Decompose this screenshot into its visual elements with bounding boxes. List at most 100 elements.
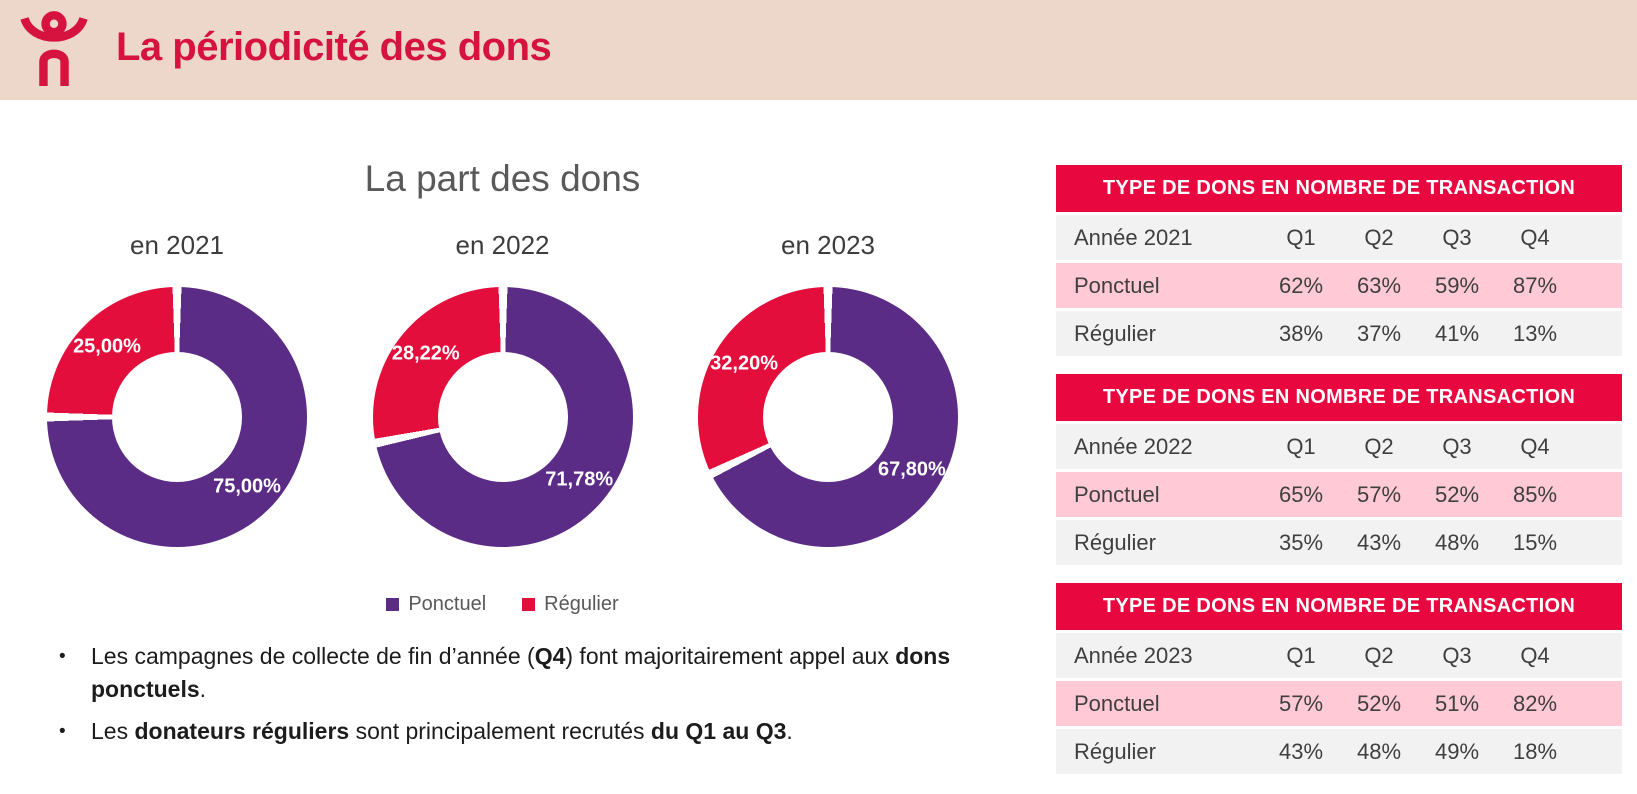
- table-cell: 48%: [1434, 529, 1480, 555]
- table-cell: Q2: [1364, 642, 1394, 668]
- table-cell: Q4: [1520, 433, 1550, 459]
- table-cell: 57%: [1356, 481, 1402, 507]
- table-cell: Q2: [1364, 433, 1394, 459]
- transactions-table: TYPE DE DONS EN NOMBRE DE TRANSACTION Ann…: [1056, 583, 1622, 774]
- person-raised-arms-icon: [20, 9, 88, 92]
- table-header: TYPE DE DONS EN NOMBRE DE TRANSACTION: [1056, 583, 1622, 630]
- bullet-text: Les campagnes de collecte de fin d’année…: [91, 643, 951, 702]
- table-cell: 63%: [1356, 272, 1402, 298]
- table-cell: 43%: [1278, 738, 1324, 764]
- table-row: Ponctuel 57% 52% 51% 82%: [1056, 681, 1622, 726]
- table-cell: 82%: [1512, 690, 1558, 716]
- bullet-marker: •: [59, 721, 66, 742]
- bullet-item: • Les donateurs réguliers sont principale…: [59, 715, 964, 748]
- table-cell: 62%: [1278, 272, 1324, 298]
- table-cell: 43%: [1356, 529, 1402, 555]
- donut-chart-title: en 2023: [781, 230, 875, 260]
- table-cell: Q3: [1442, 433, 1472, 459]
- legend-swatch-icon: [386, 598, 400, 611]
- transactions-table: TYPE DE DONS EN NOMBRE DE TRANSACTION Ann…: [1056, 374, 1622, 565]
- donut-chart-title: en 2022: [455, 230, 550, 260]
- page-header: La périodicité des dons: [0, 0, 1637, 100]
- table-cell: 35%: [1278, 529, 1324, 555]
- table-row: Année 2022 Q1 Q2 Q3 Q4: [1056, 424, 1622, 469]
- table-cell: Q2: [1364, 224, 1394, 250]
- table-row: Ponctuel 65% 57% 52% 85%: [1056, 472, 1622, 517]
- table-cell: Q3: [1442, 642, 1472, 668]
- donut-chart: en 2023 67,80% 32,20%: [680, 230, 976, 547]
- table-header: TYPE DE DONS EN NOMBRE DE TRANSACTION: [1056, 374, 1622, 421]
- table-cell: Q1: [1286, 642, 1316, 668]
- table-cell: 57%: [1278, 690, 1324, 716]
- table-cell: 48%: [1356, 738, 1402, 764]
- table-cell: 18%: [1512, 738, 1558, 764]
- legend-swatch-icon: [522, 598, 536, 611]
- charts-row: en 2021 75,00% 25,00% en 2022 71,78% 28,22% en…: [25, 230, 980, 547]
- table-cell: Q1: [1286, 433, 1316, 459]
- page-title: La périodicité des dons: [116, 24, 552, 69]
- charts-section: La part des dons en 2021 75,00% 25,00% en 2…: [25, 156, 980, 757]
- table-header: TYPE DE DONS EN NOMBRE DE TRANSACTION: [1056, 165, 1622, 212]
- legend-label: Régulier: [544, 593, 619, 615]
- table-cell: 51%: [1434, 690, 1480, 716]
- table-cell: 87%: [1512, 272, 1558, 298]
- donut-hole: [437, 352, 568, 482]
- donut-wrap: 71,78% 28,22%: [372, 287, 633, 547]
- table-cell: 59%: [1434, 272, 1480, 298]
- table-cell: 52%: [1356, 690, 1402, 716]
- bullet-marker: •: [59, 646, 66, 667]
- table-row: Année 2021 Q1 Q2 Q3 Q4: [1056, 215, 1622, 260]
- donut-hole: [763, 352, 893, 482]
- donut-chart-title: en 2021: [130, 230, 224, 260]
- table-cell: 65%: [1278, 481, 1324, 507]
- table-row-label: Année 2023: [1074, 642, 1193, 668]
- table-row: Régulier 43% 48% 49% 18%: [1056, 729, 1622, 774]
- table-cell: Q4: [1520, 224, 1550, 250]
- table-row: Régulier 35% 43% 48% 15%: [1056, 520, 1622, 565]
- donut-chart: en 2022 71,78% 28,22%: [355, 230, 651, 547]
- table-cell: Q4: [1520, 642, 1550, 668]
- donut-chart: en 2021 75,00% 25,00%: [29, 230, 325, 547]
- donut-segment-label: 25,00%: [73, 335, 141, 358]
- donut-segment-label: 67,80%: [877, 458, 946, 481]
- table-cell: Q1: [1286, 224, 1316, 250]
- legend-item: Régulier: [522, 593, 619, 616]
- table-cell: 13%: [1512, 320, 1558, 346]
- charts-section-title: La part des dons: [364, 158, 641, 199]
- table-cell: 85%: [1512, 481, 1558, 507]
- donut-segment-label: 32,20%: [710, 352, 778, 375]
- table-cell: Q3: [1442, 224, 1472, 250]
- table-row-label: Année 2022: [1074, 433, 1193, 459]
- table-row-label: Ponctuel: [1074, 272, 1160, 298]
- donut-wrap: 67,80% 32,20%: [698, 287, 958, 547]
- table-row-label: Ponctuel: [1074, 481, 1160, 507]
- insights-list: • Les campagnes de collecte de fin d’anné…: [59, 640, 964, 748]
- table-cell: 52%: [1434, 481, 1480, 507]
- donut-segment-label: 75,00%: [213, 475, 281, 498]
- bullet-text: Les donateurs réguliers sont principalem…: [91, 718, 793, 744]
- legend-item: Ponctuel: [386, 593, 486, 616]
- donut-hole: [112, 352, 242, 482]
- donut-wrap: 75,00% 25,00%: [47, 287, 307, 547]
- donut-segment-label: 28,22%: [391, 342, 460, 365]
- legend-label: Ponctuel: [408, 593, 487, 615]
- table-row-label: Année 2021: [1074, 224, 1193, 250]
- chart-legend: Ponctuel Régulier: [25, 593, 980, 616]
- table-row-label: Régulier: [1074, 529, 1156, 555]
- table-row: Année 2023 Q1 Q2 Q3 Q4: [1056, 633, 1622, 678]
- table-row: Ponctuel 62% 63% 59% 87%: [1056, 263, 1622, 308]
- table-cell: 41%: [1434, 320, 1480, 346]
- table-row-label: Régulier: [1074, 738, 1156, 764]
- bullet-item: • Les campagnes de collecte de fin d’anné…: [59, 640, 964, 706]
- table-cell: 49%: [1434, 738, 1480, 764]
- tables-column: TYPE DE DONS EN NOMBRE DE TRANSACTION Ann…: [1056, 165, 1622, 792]
- transactions-table: TYPE DE DONS EN NOMBRE DE TRANSACTION Ann…: [1056, 165, 1622, 356]
- donut-segment-label: 71,78%: [545, 468, 614, 491]
- table-row: Régulier 38% 37% 41% 13%: [1056, 311, 1622, 356]
- table-cell: 37%: [1356, 320, 1402, 346]
- table-row-label: Ponctuel: [1074, 690, 1160, 716]
- table-row-label: Régulier: [1074, 320, 1156, 346]
- table-cell: 15%: [1512, 529, 1558, 555]
- table-cell: 38%: [1278, 320, 1324, 346]
